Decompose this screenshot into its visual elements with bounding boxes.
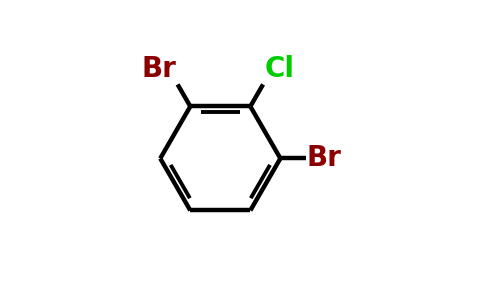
Text: Cl: Cl xyxy=(264,55,294,83)
Text: Br: Br xyxy=(141,55,177,83)
Text: Br: Br xyxy=(307,144,342,172)
